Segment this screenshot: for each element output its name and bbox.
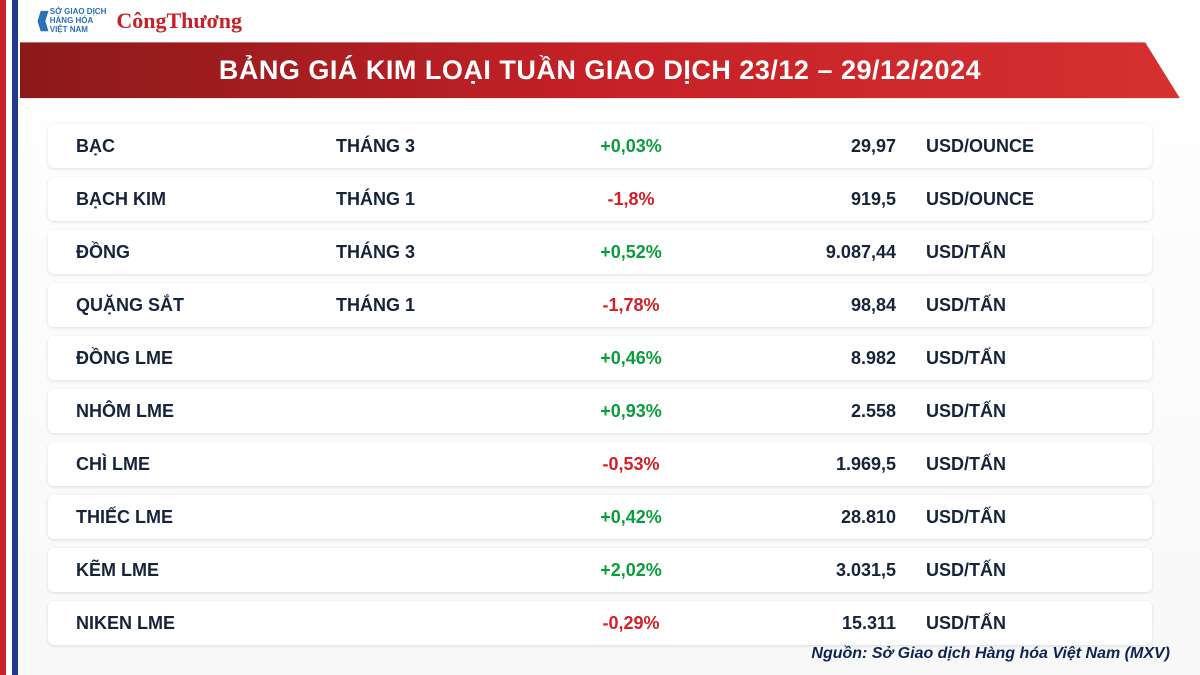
price-unit: USD/TẤN xyxy=(926,507,1124,528)
price-value: 9.087,44 xyxy=(726,242,926,263)
table-row: QUẶNG SẮTTHÁNG 1-1,78%98,84USD/TẤN xyxy=(48,283,1152,327)
contract-month: THÁNG 3 xyxy=(336,242,536,263)
commodity-name: KẼM LME xyxy=(76,560,336,581)
price-value: 3.031,5 xyxy=(726,560,926,581)
price-change-percent: -0,29% xyxy=(536,613,726,634)
price-table: BẠCTHÁNG 3+0,03%29,97USD/OUNCEBẠCH KIMTH… xyxy=(48,124,1152,645)
price-change-percent: +0,03% xyxy=(536,136,726,157)
price-change-percent: -1,78% xyxy=(536,295,726,316)
chevron-icon: ⟨⟨⟨ xyxy=(36,8,44,34)
header: ⟨⟨⟨ SỞ GIAO DỊCH HÀNG HÓA VIỆT NAM CôngT… xyxy=(0,0,1200,38)
price-change-percent: +0,46% xyxy=(536,348,726,369)
price-value: 15.311 xyxy=(726,613,926,634)
price-value: 98,84 xyxy=(726,295,926,316)
congthuong-logo: CôngThương xyxy=(116,8,242,34)
price-unit: USD/TẤN xyxy=(926,242,1124,263)
table-row: BẠCH KIMTHÁNG 1-1,8%919,5USD/OUNCE xyxy=(48,177,1152,221)
commodity-name: THIẾC LME xyxy=(76,507,336,528)
price-value: 28.810 xyxy=(726,507,926,528)
source-attribution: Nguồn: Sở Giao dịch Hàng hóa Việt Nam (M… xyxy=(811,645,1170,663)
commodity-name: ĐỒNG LME xyxy=(76,348,336,369)
price-unit: USD/OUNCE xyxy=(926,136,1124,157)
price-change-percent: +0,42% xyxy=(536,507,726,528)
table-row: KẼM LME +2,02%3.031,5USD/TẤN xyxy=(48,548,1152,592)
price-change-percent: +2,02% xyxy=(536,560,726,581)
table-row: THIẾC LME +0,42%28.810USD/TẤN xyxy=(48,495,1152,539)
mxv-logo: ⟨⟨⟨ SỞ GIAO DỊCH HÀNG HÓA VIỆT NAM xyxy=(36,8,106,34)
price-change-percent: -0,53% xyxy=(536,454,726,475)
page-title: BẢNG GIÁ KIM LOẠI TUẦN GIAO DỊCH 23/12 –… xyxy=(20,42,1180,98)
price-value: 2.558 xyxy=(726,401,926,422)
price-unit: USD/TẤN xyxy=(926,295,1124,316)
left-accent-stripes xyxy=(0,0,18,675)
price-unit: USD/TẤN xyxy=(926,454,1124,475)
price-value: 8.982 xyxy=(726,348,926,369)
commodity-name: ĐỒNG xyxy=(76,242,336,263)
commodity-name: QUẶNG SẮT xyxy=(76,295,336,316)
table-row: ĐỒNGTHÁNG 3+0,52%9.087,44USD/TẤN xyxy=(48,230,1152,274)
price-unit: USD/TẤN xyxy=(926,560,1124,581)
table-row: NIKEN LME -0,29%15.311USD/TẤN xyxy=(48,601,1152,645)
commodity-name: CHÌ LME xyxy=(76,454,336,475)
commodity-name: NIKEN LME xyxy=(76,613,336,634)
commodity-name: NHÔM LME xyxy=(76,401,336,422)
table-row: NHÔM LME +0,93%2.558USD/TẤN xyxy=(48,389,1152,433)
mxv-logo-text: SỞ GIAO DỊCH HÀNG HÓA VIỆT NAM xyxy=(50,8,107,34)
price-value: 1.969,5 xyxy=(726,454,926,475)
contract-month: THÁNG 3 xyxy=(336,136,536,157)
price-unit: USD/TẤN xyxy=(926,613,1124,634)
commodity-name: BẠC xyxy=(76,136,336,157)
price-change-percent: +0,52% xyxy=(536,242,726,263)
price-unit: USD/TẤN xyxy=(926,401,1124,422)
price-change-percent: +0,93% xyxy=(536,401,726,422)
price-unit: USD/TẤN xyxy=(926,348,1124,369)
table-row: BẠCTHÁNG 3+0,03%29,97USD/OUNCE xyxy=(48,124,1152,168)
price-change-percent: -1,8% xyxy=(536,189,726,210)
price-unit: USD/OUNCE xyxy=(926,189,1124,210)
price-value: 29,97 xyxy=(726,136,926,157)
title-bar: BẢNG GIÁ KIM LOẠI TUẦN GIAO DỊCH 23/12 –… xyxy=(20,42,1180,98)
contract-month: THÁNG 1 xyxy=(336,295,536,316)
price-value: 919,5 xyxy=(726,189,926,210)
table-row: ĐỒNG LME +0,46%8.982USD/TẤN xyxy=(48,336,1152,380)
price-table-infographic: ⟨⟨⟨ SỞ GIAO DỊCH HÀNG HÓA VIỆT NAM CôngT… xyxy=(0,0,1200,675)
contract-month: THÁNG 1 xyxy=(336,189,536,210)
commodity-name: BẠCH KIM xyxy=(76,189,336,210)
table-row: CHÌ LME -0,53%1.969,5USD/TẤN xyxy=(48,442,1152,486)
